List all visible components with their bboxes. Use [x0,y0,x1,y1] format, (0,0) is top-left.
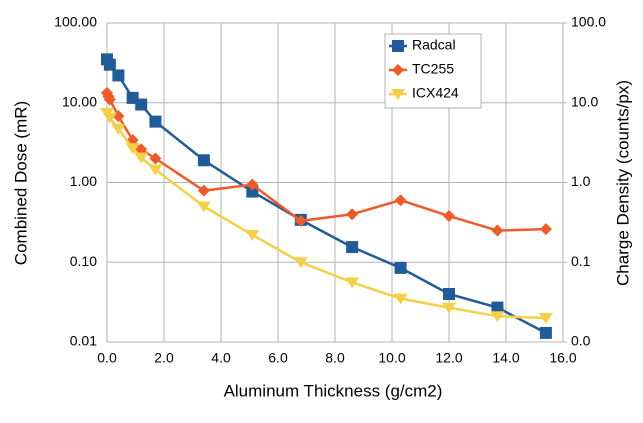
x-tick-label: 2.0 [154,350,174,366]
data-point [134,152,149,164]
data-point [111,123,126,135]
data-point [148,164,163,176]
data-point [103,93,116,106]
data-point [346,208,359,221]
y-tick-label: 0.10 [70,253,97,269]
data-point [196,201,211,213]
x-tick-label: 6.0 [268,350,288,366]
y-tick-label: 10.00 [62,93,97,109]
data-point [345,277,360,289]
data-point [393,293,408,305]
legend-marker [392,64,404,76]
data-point [394,261,407,274]
y2-tick-label: 0.0 [571,333,591,349]
series-line [105,112,546,320]
data-point [149,115,162,128]
data-point [443,210,455,223]
y-tick-label: 1.00 [70,173,97,189]
x-tick-label: 8.0 [325,350,345,366]
data-point [346,241,359,254]
y2-axis-title: Charge Density (counts/px) [613,80,632,286]
x-tick-label: 10.0 [378,350,405,366]
legend-marker [391,89,405,100]
legend-label: Radcal [412,37,456,53]
legend: Radcal TC255 ICX424 [384,33,482,109]
data-point [443,287,455,300]
y2-tick-label: 0.1 [571,253,591,269]
data-point [197,184,210,197]
y-tick-label: 100.00 [54,14,97,30]
x-tick-label: 12.0 [435,350,462,366]
data-point [293,257,308,269]
y2-tick-label: 10.0 [571,93,598,109]
data-point [490,311,505,323]
data-point [491,224,504,237]
data-point [294,214,307,227]
y-tick-label: 0.01 [70,333,97,349]
x-tick-label: 4.0 [211,350,231,366]
data-point [245,229,260,241]
y2-tick-label: 1.0 [571,173,591,189]
x-tick-label: 14.0 [492,350,519,366]
x-tick-label: 16.0 [549,350,576,366]
data-point [126,91,139,104]
data-point [103,58,116,71]
data-point [246,178,259,191]
y-axis-title: Combined Dose (mR) [11,101,30,265]
data-point [149,152,162,165]
data-point [246,185,259,198]
data-point [394,194,407,207]
data-point [538,312,553,324]
x-tick-label: 0.0 [97,350,117,366]
data-point [102,112,117,124]
data-point [442,302,456,314]
data-point [135,143,148,156]
legend-label: ICX424 [412,85,459,101]
data-point [135,98,148,111]
data-point [125,143,140,155]
data-point [539,326,552,339]
data-point [112,69,125,82]
x-axis-title: Aluminum Thickness (g/cm2) [224,381,443,400]
data-point [539,223,552,236]
data-point [491,301,504,314]
data-point [197,154,210,167]
y2-tick-label: 100.0 [571,14,606,30]
legend-marker [392,40,404,52]
legend-label: TC255 [412,61,454,77]
